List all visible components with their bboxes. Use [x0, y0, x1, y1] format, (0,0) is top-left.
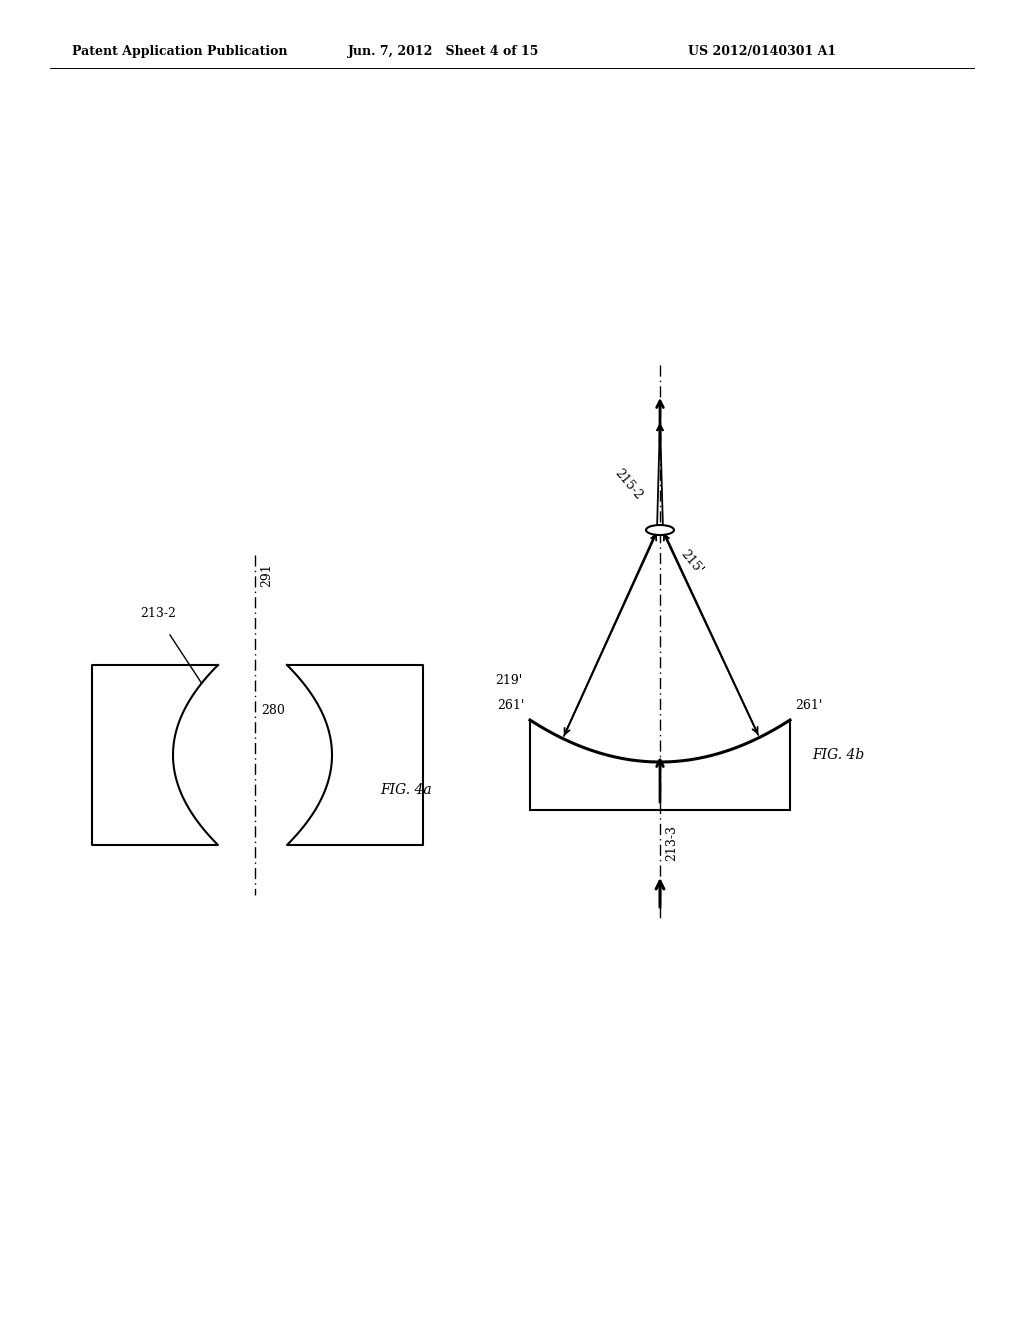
Text: 215': 215' — [678, 548, 706, 577]
Text: 213-3: 213-3 — [665, 825, 678, 861]
Ellipse shape — [646, 525, 674, 535]
Text: 219': 219' — [495, 673, 522, 686]
Text: FIG. 4a: FIG. 4a — [380, 783, 432, 797]
Text: 213-2: 213-2 — [140, 607, 176, 620]
Text: 291: 291 — [260, 564, 273, 587]
Text: 261': 261' — [795, 700, 822, 711]
Text: 215-2: 215-2 — [612, 466, 645, 502]
Text: Patent Application Publication: Patent Application Publication — [72, 45, 288, 58]
Text: Jun. 7, 2012   Sheet 4 of 15: Jun. 7, 2012 Sheet 4 of 15 — [348, 45, 540, 58]
Text: FIG. 4b: FIG. 4b — [812, 748, 864, 762]
Text: 261': 261' — [498, 700, 525, 711]
Text: US 2012/0140301 A1: US 2012/0140301 A1 — [688, 45, 837, 58]
Text: 280: 280 — [261, 704, 285, 717]
